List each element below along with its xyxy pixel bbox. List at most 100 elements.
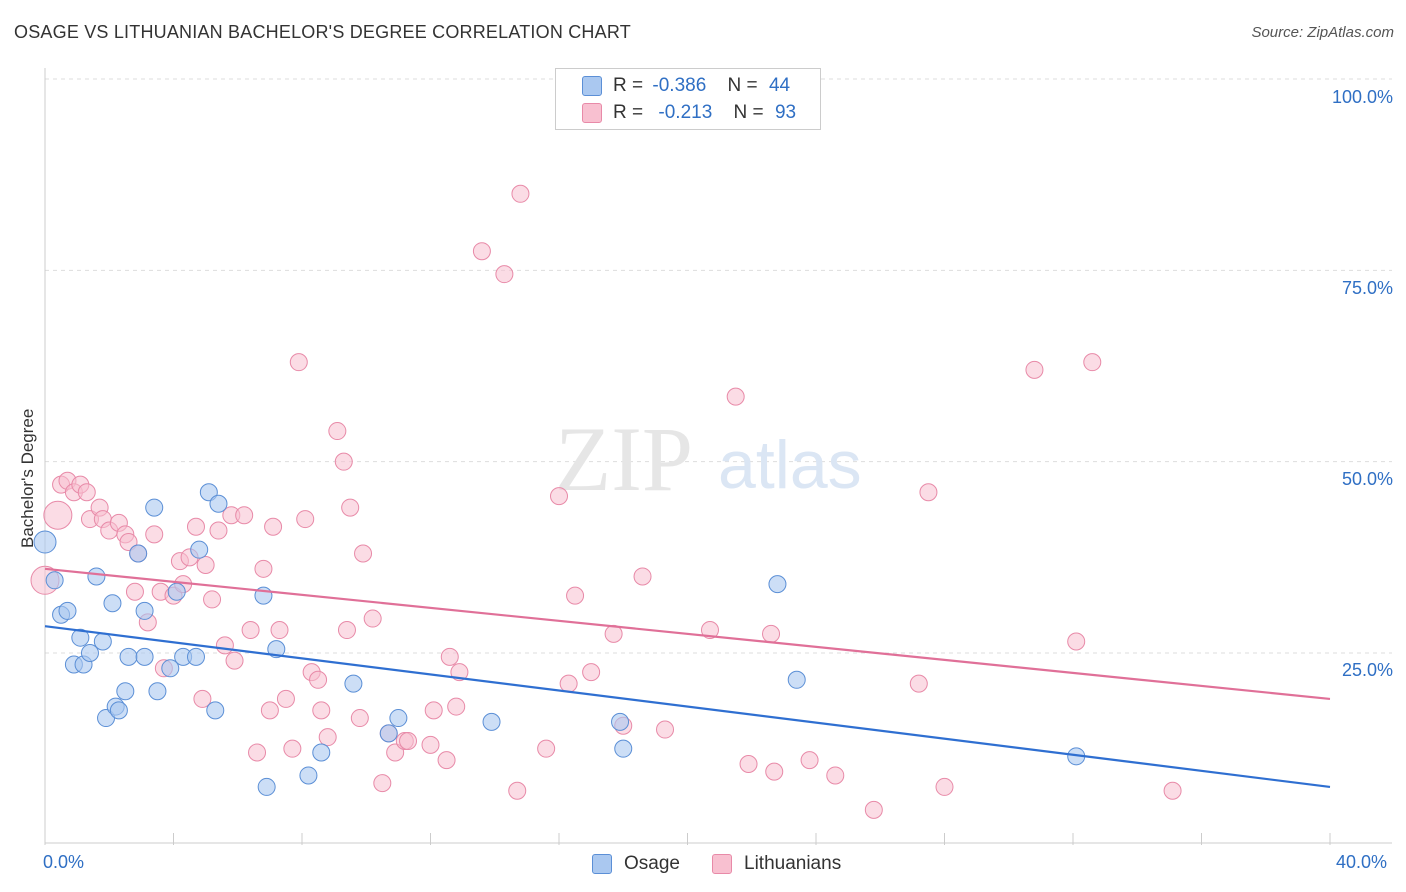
chart-source: Source: ZipAtlas.com [1251,24,1394,41]
lithuanians-point [559,674,578,693]
lithuanians-point [334,452,353,471]
osage-point [299,766,318,785]
osage-legend-label: Osage [624,853,680,874]
osage-point [206,701,225,720]
lithuanians-point [800,751,819,770]
osage-point [199,483,218,502]
lithuanians-swatch [582,103,602,123]
osage-point [312,743,331,762]
osage-point [80,644,99,662]
lithuanians-point [726,387,745,406]
lithuanians-legend-swatch [712,854,732,874]
lithuanians-point [309,670,328,689]
lith-r-value: -0.213 [658,102,713,123]
lith-r-label: R = [613,102,644,123]
lithuanians-point [762,624,781,643]
lithuanians-point [421,735,440,754]
osage-point [45,571,64,590]
osage-swatch [582,76,602,96]
lithuanians-point [283,739,302,758]
osage-point [129,544,148,563]
lithuanians-point [196,555,215,574]
y-tick-label-100: 100.0% [1331,87,1393,107]
lithuanians-point [424,701,443,720]
lithuanians-point [386,743,405,762]
lithuanians-point [864,800,883,819]
lithuanians-point [341,498,360,517]
osage-legend-swatch [592,854,612,874]
osage-point [148,682,167,701]
lithuanians-point [248,743,267,762]
osage-point [33,530,57,554]
lithuanians-point [43,500,73,530]
lithuanians-point [225,651,244,670]
lithuanians-point [145,525,164,544]
lithuanians-point [935,777,954,796]
lithuanians-point [495,265,514,284]
lithuanians-point [350,709,369,728]
lithuanians-point [318,728,337,747]
lithuanians-point [739,754,758,773]
lithuanians-point [363,609,382,628]
lithuanians-point [550,487,568,506]
osage-point [379,724,398,743]
lithuanians-point [203,590,222,609]
watermark-atlas: atlas [718,427,862,503]
osage-point [257,777,276,796]
osage-point [482,712,501,731]
lithuanians-point [508,781,527,800]
osage-point [135,647,154,666]
lithuanians-point [289,353,308,372]
lithuanians-point [77,483,96,502]
osage-point [93,632,112,651]
lithuanians-point [373,774,392,793]
lithuanians-point [472,242,491,261]
osage-point [611,712,630,731]
osage-point [389,709,408,728]
osage-point [135,601,154,620]
lithuanians-legend-label: Lithuanians [744,853,842,874]
lithuanians-point [270,621,289,640]
osage-n-value: 44 [768,75,791,96]
y-tick-label-25: 25.0% [1341,660,1393,680]
x-tick-label-max: 40.0% [1336,852,1388,872]
lithuanians-point [765,762,784,781]
lithuanians-point [700,621,719,640]
osage-point [58,601,77,620]
lithuanians-point [260,701,279,720]
lithuanians-point [582,663,601,682]
lithuanians-point [1163,781,1182,800]
lithuanians-point [1083,353,1102,372]
osage-trend-line [44,625,1331,789]
osage-point [768,575,787,594]
lithuanians-point [337,621,356,640]
lithuanians-point [215,636,234,655]
lithuanians-point [1025,360,1044,379]
osage-n-label: N = [727,75,758,96]
lithuanians-point [125,582,144,601]
lithuanians-point [264,517,283,536]
lithuanians-point [193,689,212,708]
lithuanians-point [450,663,469,682]
lithuanians-point [312,701,331,720]
osage-point [109,701,128,720]
lithuanians-point [826,766,845,785]
gridlines [45,78,1392,654]
osage-point [87,567,106,586]
axes [44,68,1392,845]
lithuanians-point [447,697,466,716]
lithuanians-point [119,533,138,552]
lithuanians-point [633,567,652,586]
watermark-zip: ZIP [555,408,693,510]
lithuanians-point [235,506,254,525]
lithuanians-point [241,621,260,640]
lithuanians-point [537,739,556,758]
trend-lines [44,567,1331,789]
lithuanians-point [254,559,273,578]
lithuanians-point [354,544,373,563]
osage-point [267,640,286,659]
lithuanians-point [186,517,205,536]
osage-point [190,540,209,559]
lithuanians-point [919,483,938,502]
